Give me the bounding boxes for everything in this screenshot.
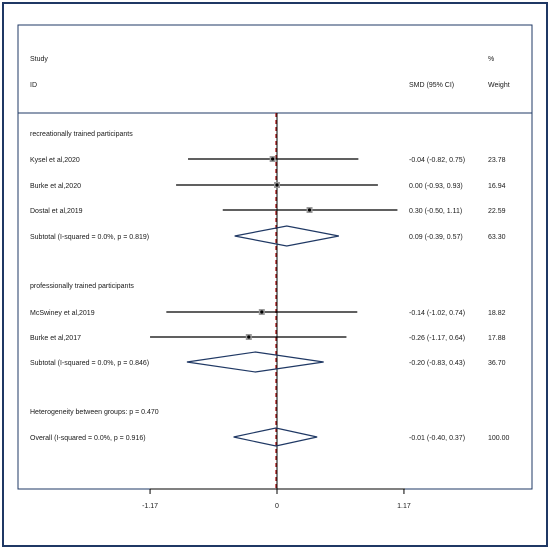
subtotal-diamond: [234, 225, 339, 247]
study-name: Burke et al,2017: [30, 335, 81, 342]
study-point: [271, 157, 275, 161]
study-weight: 22.59: [488, 208, 506, 215]
study-ci-text: 0.00 (-0.93, 0.93): [409, 183, 463, 190]
study-name: Dostal et al,2019: [30, 208, 83, 215]
x-tick-label: 1.17: [397, 503, 411, 510]
subtotal-weight: 36.70: [488, 360, 506, 367]
subtotal-label: Subtotal (I-squared = 0.0%, p = 0.846): [30, 360, 149, 367]
header-id: ID: [30, 82, 37, 89]
study-ci-text: -0.14 (-1.02, 0.74): [409, 310, 465, 317]
x-tick-label: 0: [275, 503, 279, 510]
study-ci-text: -0.26 (-1.17, 0.64): [409, 335, 465, 342]
forest-marks: [150, 113, 398, 489]
heterogeneity-text: Heterogeneity between groups: p = 0.470: [30, 409, 159, 416]
overall-weight: 100.00: [488, 435, 510, 442]
subgroup-label: professionally trained participants: [30, 283, 134, 290]
study-point: [247, 335, 251, 339]
overall-ci-text: -0.01 (-0.40, 0.37): [409, 435, 465, 442]
header-weight: Weight: [488, 82, 510, 89]
study-name: McSwiney et al,2019: [30, 310, 95, 317]
plot-area-border: [17, 24, 533, 490]
header-effect: SMD (95% CI): [409, 82, 454, 89]
x-tick-label: -1.17: [142, 503, 158, 510]
overall-diamond: [233, 427, 318, 447]
study-weight: 23.78: [488, 157, 506, 164]
subtotal-ci-text: -0.20 (-0.83, 0.43): [409, 360, 465, 367]
study-name: Kysel et al,2020: [30, 157, 80, 164]
study-point: [307, 208, 312, 212]
study-ci-text: 0.30 (-0.50, 1.11): [409, 208, 462, 215]
subtotal-weight: 63.30: [488, 234, 506, 241]
study-weight: 17.88: [488, 335, 506, 342]
study-weight: 16.94: [488, 183, 506, 190]
header-weight-percent: %: [488, 56, 494, 63]
study-point: [260, 310, 264, 314]
study-weight: 18.82: [488, 310, 506, 317]
study-ci-text: -0.04 (-0.82, 0.75): [409, 157, 465, 164]
subtotal-diamond: [186, 351, 324, 373]
overall-label: Overall (I-squared = 0.0%, p = 0.916): [30, 435, 146, 442]
subtotal-ci-text: 0.09 (-0.39, 0.57): [409, 234, 463, 241]
x-axis-ticks: -1.17 0 1.17: [142, 489, 411, 510]
header-study: Study: [30, 56, 48, 63]
study-name: Burke et al,2020: [30, 183, 81, 190]
subtotal-label: Subtotal (I-squared = 0.0%, p = 0.819): [30, 234, 149, 241]
study-point: [275, 183, 279, 187]
subgroup-label: recreationally trained participants: [30, 131, 133, 138]
